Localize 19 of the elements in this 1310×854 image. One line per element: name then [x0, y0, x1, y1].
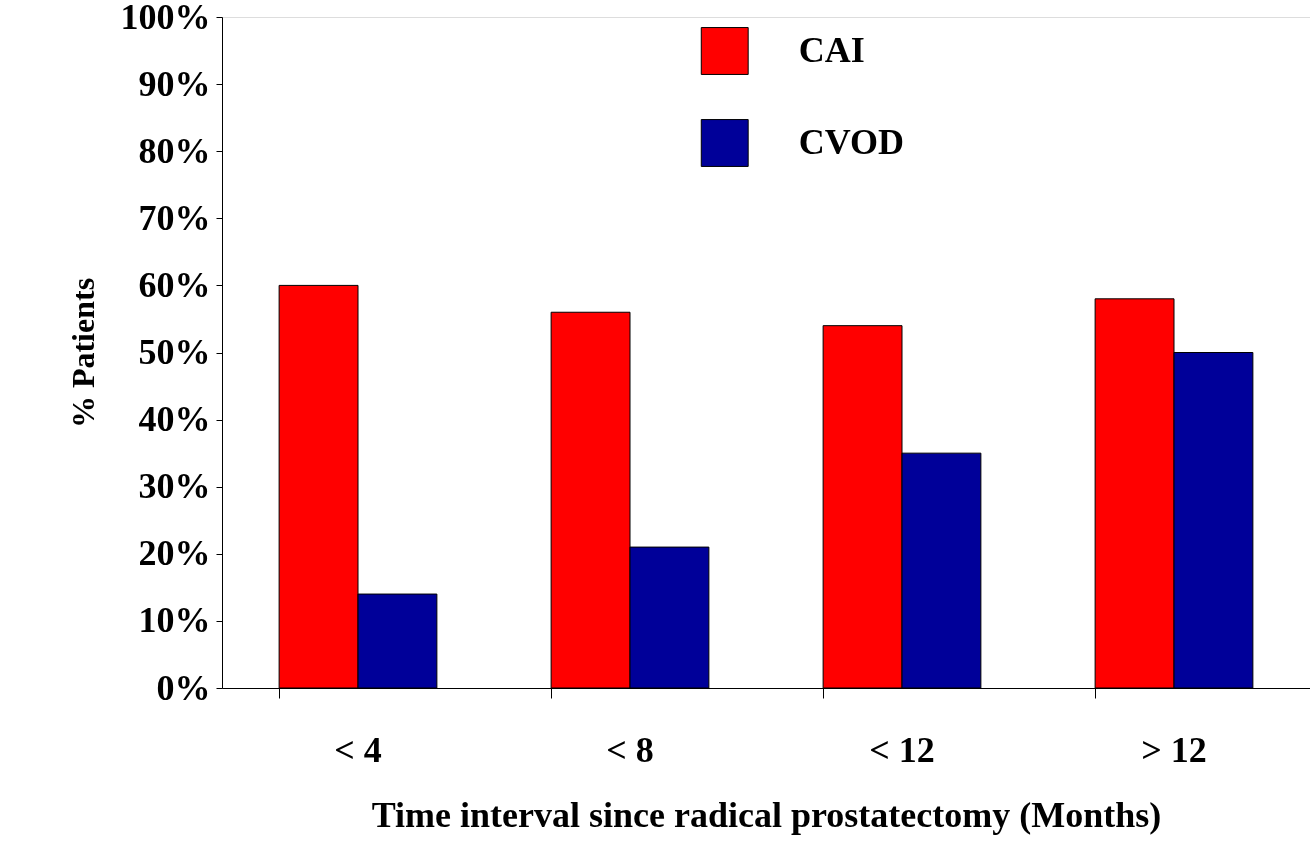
x-tick-label: < 12 [869, 729, 935, 770]
y-tick-label: 60% [138, 264, 211, 305]
x-tick-label: > 12 [1141, 729, 1207, 770]
y-axis-title: % Patients [64, 277, 101, 429]
y-tick-label: 40% [138, 399, 211, 440]
x-tick-label: < 8 [606, 729, 654, 770]
legend-label: CVOD [798, 122, 904, 162]
x-tick-label: < 4 [334, 729, 382, 770]
y-tick-label: 50% [138, 332, 211, 372]
y-tick-label: 70% [138, 197, 211, 238]
y-tick-label: 80% [138, 130, 211, 171]
legend-label: CAI [798, 30, 865, 70]
y-tick-label: 10% [138, 600, 211, 641]
x-axis-title: Time interval since radical prostatectomy (Months) [371, 794, 1162, 835]
y-tick-label: 20% [138, 533, 211, 574]
y-tick-label: 30% [138, 466, 211, 507]
y-tick-label: 100% [120, 0, 211, 37]
y-tick-label: 0% [156, 667, 211, 708]
y-tick-label: 90% [138, 63, 211, 104]
